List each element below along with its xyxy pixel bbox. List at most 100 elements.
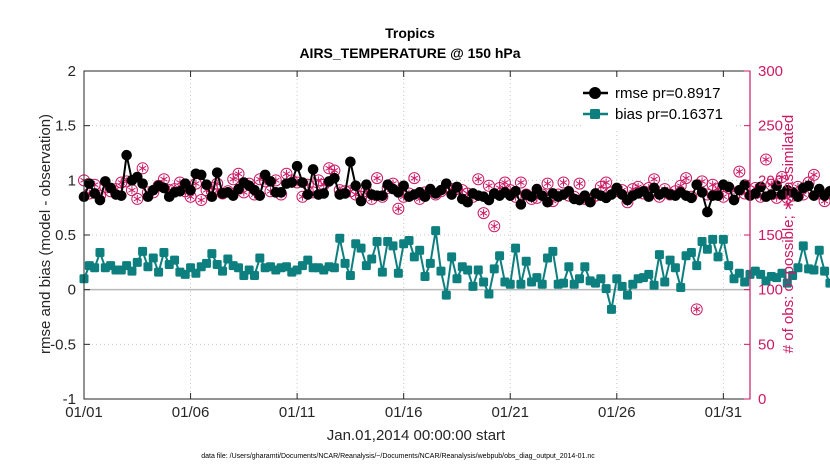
y2-tick-label: 100 (758, 282, 783, 299)
obs-assimilated-point (693, 305, 701, 314)
bias-point (436, 266, 446, 276)
y2-tick-label: 200 (758, 172, 783, 189)
bias-point (143, 262, 153, 272)
rmse-point (185, 184, 196, 196)
rmse-point (174, 185, 186, 197)
obs-assimilated-point (485, 181, 493, 190)
y-tick-label: 1 (68, 172, 76, 189)
bias-point (154, 267, 164, 277)
rmse-point (515, 199, 527, 210)
bias-point (377, 267, 387, 277)
bias-point (575, 274, 585, 284)
x-tick-label: 01/31 (705, 404, 743, 421)
bias-point (820, 266, 830, 276)
rmse-point (702, 206, 713, 218)
obs-assimilated-point (778, 173, 786, 182)
obs-possible-point (371, 172, 384, 185)
bias-point (473, 265, 483, 275)
obs-assimilated-point (394, 204, 403, 213)
rmse-point (824, 185, 830, 197)
bias-point (388, 241, 398, 251)
legend-box (581, 77, 735, 129)
bias-point (255, 253, 265, 263)
bias-point (724, 261, 734, 271)
y2-tick-label: 0 (758, 391, 766, 408)
obs-assimilated-point (229, 175, 237, 184)
rmse-point (206, 191, 218, 203)
bias-point (90, 263, 100, 273)
rmse-point (201, 179, 212, 191)
bias-point (441, 290, 451, 300)
bias-point (159, 247, 169, 257)
bias-point (697, 237, 707, 247)
obs-assimilated-point (735, 167, 744, 176)
bias-point (234, 263, 244, 273)
y-tick-label: -1 (63, 391, 76, 408)
bias-point (95, 247, 105, 257)
bias-point (676, 282, 686, 292)
rmse-point (302, 189, 314, 200)
bias-point (740, 277, 750, 287)
obs-possible-point (759, 153, 772, 166)
obs-possible-point (477, 207, 490, 220)
bias-point (782, 278, 792, 288)
bias-point (670, 263, 680, 273)
obs-assimilated-point (501, 178, 509, 187)
legend-rmse-label: rmse pr=0.8917 (615, 85, 720, 102)
y2-tick-label: 150 (758, 227, 783, 244)
rmse-point (361, 179, 372, 191)
rmse-point (115, 190, 127, 201)
x-axis-label: Jan.01,2014 00:00:00 start (327, 427, 506, 444)
bias-point (452, 274, 462, 284)
y-axis-label: rmse and bias (model - observation) (37, 114, 54, 354)
bias-point (463, 265, 473, 275)
bias-point (511, 243, 521, 253)
obs-assimilated-point (234, 169, 243, 178)
rmse-point (286, 177, 298, 188)
rmse-point (526, 191, 537, 203)
obs-possible-point (136, 162, 149, 175)
obs-possible-point (573, 177, 586, 190)
rmse-point (696, 187, 708, 198)
bias-point (654, 250, 664, 260)
rmse-point (297, 177, 308, 188)
axis-ticks (83, 70, 751, 400)
bias-point (516, 279, 526, 289)
rmse-point (339, 188, 351, 199)
rmse-point (686, 192, 697, 204)
legend-rmse-marker (589, 87, 601, 99)
obs-assimilated-point (128, 186, 136, 195)
bias-point (484, 289, 494, 299)
bias-point (718, 234, 728, 244)
rmse-point (723, 181, 734, 193)
rmse-point (803, 180, 814, 192)
bias-point (170, 255, 180, 265)
bias-point (420, 272, 430, 282)
obs-possible-point (232, 167, 245, 180)
rmse-point (329, 172, 340, 184)
bias-point (601, 284, 611, 294)
x-tick-labels: 01/01 01/06 01/11 01/16 01/21 01/26 01/31 (65, 404, 742, 421)
bias-point (329, 263, 339, 273)
x-tick-label: 01/21 (491, 404, 529, 421)
obs-assimilated-point (602, 178, 610, 187)
bias-point (692, 261, 702, 271)
bias-point (596, 274, 606, 284)
bias-point (415, 245, 425, 255)
bias-point (665, 255, 675, 265)
bias-point (249, 270, 259, 280)
obs-possible-point (680, 172, 693, 185)
y2-tick-label: 50 (758, 336, 775, 353)
bias-point (393, 268, 403, 278)
obs-possible-point (131, 192, 144, 205)
chart-subtitle: AIRS_TEMPERATURE @ 150 hPa (299, 45, 520, 61)
bias-point (777, 268, 787, 278)
bias-point (798, 241, 808, 251)
obs-assimilated-point (282, 169, 291, 178)
bias-point (606, 304, 616, 314)
bias-point (132, 257, 142, 267)
bias-point (372, 237, 382, 247)
obs-possible-point (733, 165, 746, 178)
obs-possible-point (408, 172, 421, 185)
